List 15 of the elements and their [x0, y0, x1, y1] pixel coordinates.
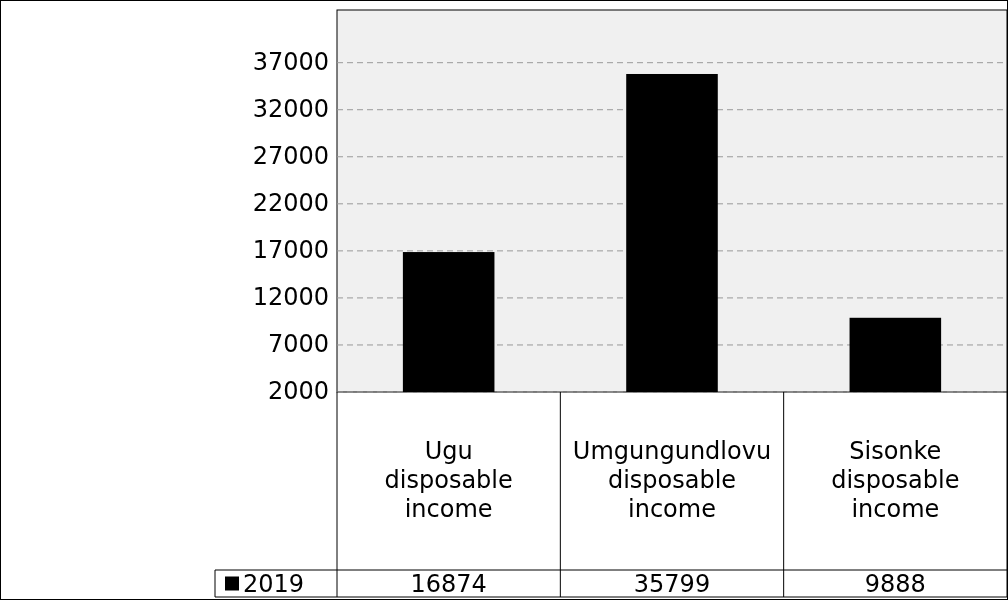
- y-tick-label: 7000: [267, 329, 329, 358]
- data-label: 9888: [864, 569, 926, 598]
- y-tick-label: 22000: [252, 188, 329, 217]
- y-tick-label: 17000: [252, 235, 329, 264]
- x-tick-label: Sisonke disposable income: [831, 437, 960, 523]
- data-label: 35799: [633, 569, 711, 598]
- x-tick-label: Ugu disposable income: [384, 437, 513, 523]
- data-label: 16874: [410, 569, 487, 598]
- x-tick-label: Umgungundlovu disposable income: [572, 437, 772, 523]
- y-tick-label: 2000: [267, 377, 329, 405]
- y-tick-label: 27000: [252, 141, 329, 170]
- y-tick-label: 32000: [252, 94, 329, 123]
- y-tick-label: 12000: [252, 282, 329, 311]
- legend-label: 2019: [243, 569, 305, 598]
- y-tick-label: 37000: [252, 47, 329, 76]
